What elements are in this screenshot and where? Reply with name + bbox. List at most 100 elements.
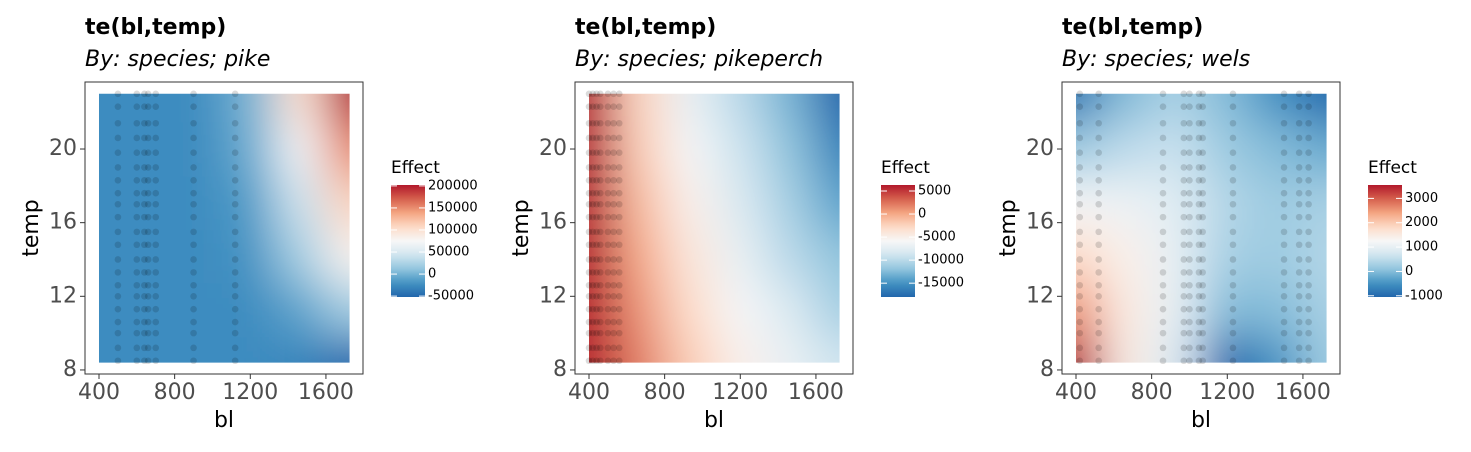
- heat-cell: [98, 93, 126, 123]
- observation: [610, 241, 617, 249]
- observation: [1095, 134, 1102, 142]
- observation: [597, 103, 604, 110]
- observation: [615, 200, 623, 208]
- observation: [604, 213, 612, 221]
- observation: [152, 305, 160, 313]
- observation: [1180, 149, 1188, 156]
- heat-cell: [274, 229, 326, 284]
- observation: [593, 281, 600, 289]
- heat-cell: [1301, 335, 1327, 363]
- observation: [589, 293, 597, 300]
- observation: [1229, 241, 1237, 249]
- observation: [597, 281, 604, 289]
- observation: [604, 305, 612, 313]
- observation: [144, 305, 152, 313]
- observation: [1180, 329, 1188, 337]
- observation: [133, 318, 141, 326]
- observation: [114, 177, 122, 184]
- observation: [1180, 213, 1188, 221]
- observation: [231, 164, 239, 171]
- observation: [1295, 189, 1303, 197]
- observation: [152, 119, 160, 127]
- observation: [615, 318, 623, 326]
- observation: [190, 256, 197, 263]
- x-axis-title: bl: [704, 408, 724, 433]
- observation: [610, 200, 617, 208]
- heat-cell: [124, 335, 176, 363]
- observation: [133, 293, 141, 300]
- observation: [114, 357, 122, 365]
- colorbar-label: 200000: [428, 178, 478, 193]
- observation: [144, 228, 152, 236]
- observation: [231, 329, 239, 337]
- observation: [1305, 256, 1312, 263]
- observation: [141, 149, 148, 156]
- observation: [1159, 318, 1167, 326]
- observation: [1305, 241, 1312, 249]
- observation: [114, 344, 122, 352]
- y-tick-label: 20: [539, 136, 567, 161]
- observation: [152, 213, 160, 221]
- observation: [597, 305, 604, 313]
- observation: [597, 256, 604, 263]
- observation: [1199, 293, 1207, 300]
- observation: [1195, 228, 1203, 236]
- observation: [1280, 103, 1288, 110]
- observation: [1229, 281, 1237, 289]
- observation: [589, 256, 597, 263]
- observation: [610, 103, 617, 110]
- observation: [1095, 241, 1102, 249]
- observation: [589, 200, 597, 208]
- observation: [593, 344, 600, 352]
- observation: [1195, 103, 1203, 110]
- y-tick-label: 12: [49, 283, 77, 308]
- observation: [114, 329, 122, 337]
- observation: [593, 256, 600, 263]
- observation: [1186, 213, 1193, 221]
- observation: [1195, 213, 1203, 221]
- heat-cell: [98, 282, 126, 337]
- observation: [604, 256, 612, 263]
- heat-cell: [588, 175, 616, 231]
- heat-cell: [1201, 229, 1253, 284]
- observation: [593, 241, 600, 249]
- heat-cell: [1301, 175, 1327, 231]
- colorbar-label: 50000: [428, 245, 469, 260]
- heat-cell: [1101, 121, 1153, 177]
- observation: [615, 213, 623, 221]
- colorbar-label: 100000: [428, 222, 478, 237]
- observation: [604, 357, 612, 365]
- observation: [615, 149, 623, 156]
- heat-cell: [1151, 93, 1203, 123]
- observation: [1295, 305, 1303, 313]
- heat-cell: [1251, 175, 1303, 231]
- observation: [1195, 90, 1203, 98]
- heat-cell: [1301, 282, 1327, 337]
- observation: [1295, 228, 1303, 236]
- observation: [597, 357, 604, 365]
- observation: [1305, 344, 1312, 352]
- observation: [1295, 293, 1303, 300]
- heat-cell: [814, 175, 840, 231]
- observation: [1229, 90, 1237, 98]
- observation: [1199, 318, 1207, 326]
- observation: [610, 281, 617, 289]
- observation: [152, 200, 160, 208]
- observation: [615, 256, 623, 263]
- observation: [152, 293, 160, 300]
- heat-cell: [1201, 93, 1253, 123]
- observation: [1280, 119, 1288, 127]
- observation: [152, 329, 160, 337]
- observation: [141, 329, 148, 337]
- heat-cell: [1101, 335, 1153, 363]
- observation: [593, 329, 600, 337]
- observation: [190, 305, 197, 313]
- observation: [615, 281, 623, 289]
- observation: [114, 189, 122, 197]
- observation: [585, 281, 593, 289]
- observation: [141, 344, 148, 352]
- observation: [1229, 177, 1237, 184]
- observation: [231, 149, 239, 156]
- heat-cell: [274, 282, 326, 337]
- heat-cell: [98, 229, 126, 284]
